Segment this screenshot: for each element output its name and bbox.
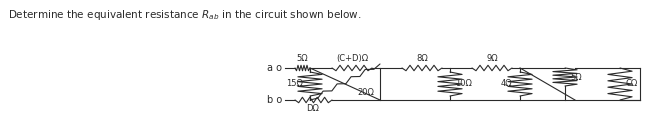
Text: 10Ω: 10Ω [455, 79, 472, 89]
Text: 8Ω: 8Ω [416, 54, 428, 63]
Text: (C+D)Ω: (C+D)Ω [336, 54, 368, 63]
Text: 4Ω: 4Ω [501, 79, 512, 89]
Text: Determine the equivalent resistance $R_{ab}$ in the circuit shown below.: Determine the equivalent resistance $R_{… [8, 8, 362, 22]
Text: a o: a o [267, 63, 282, 73]
Text: DΩ: DΩ [306, 104, 319, 113]
Text: 20Ω: 20Ω [357, 88, 374, 97]
Text: 9Ω: 9Ω [486, 54, 498, 63]
Text: CΩ: CΩ [625, 79, 637, 89]
Text: b o: b o [267, 95, 282, 105]
Text: 5Ω: 5Ω [570, 73, 582, 81]
Text: 15Ω: 15Ω [286, 79, 303, 89]
Text: 5Ω: 5Ω [296, 54, 308, 63]
